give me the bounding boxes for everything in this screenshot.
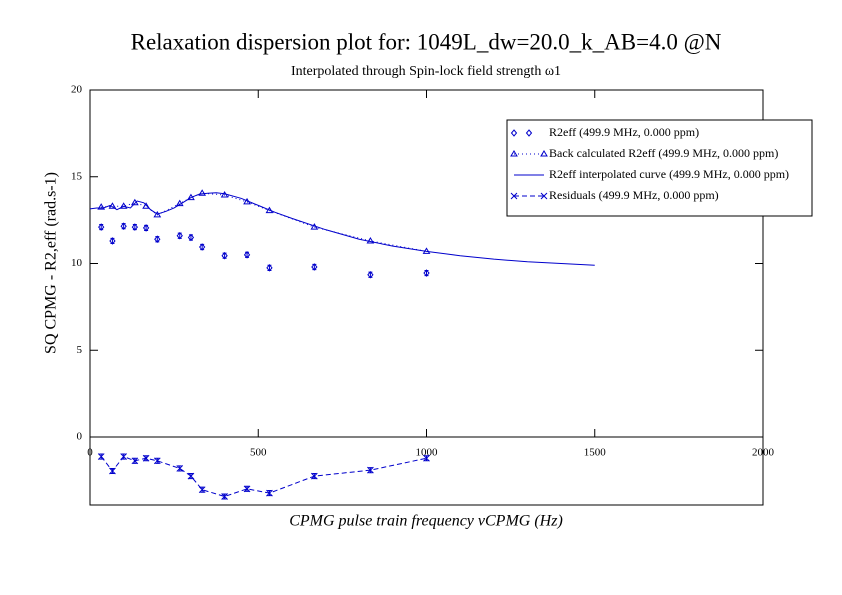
marker [97,453,105,460]
marker [131,457,139,465]
marker [266,489,273,497]
legend-label: Back calculated R2eff (499.9 MHz, 0.000 … [549,146,778,160]
marker [525,129,533,137]
marker [510,150,518,157]
marker [176,465,184,472]
y-axis-label: SQ CPMG - R2,eff (rad.s-1) [43,172,60,354]
marker [423,269,430,277]
chart-title: Relaxation dispersion plot for: 1049L_dw… [131,29,722,54]
series-line [100,455,427,498]
marker [423,454,430,462]
marker [119,202,128,209]
marker [142,454,150,462]
y-tick-label: 10 [71,257,83,269]
x-tick-label: 0 [87,447,93,459]
x-tick-label: 1500 [584,447,607,459]
y-tick-label: 20 [71,84,83,96]
marker [187,233,195,242]
marker [153,210,162,218]
series-line [89,192,595,266]
chart-subtitle: Interpolated through Spin-lock field str… [291,64,561,79]
marker [98,223,105,231]
y-tick-label: 0 [77,431,83,443]
marker [510,192,518,200]
marker [540,150,548,157]
x-axis-label: CPMG pulse train frequency νCPMG (Hz) [289,513,563,530]
marker [510,129,518,137]
y-tick-label: 5 [77,344,83,356]
marker [153,457,161,465]
marker [266,264,273,272]
marker [109,237,116,245]
marker [310,472,318,480]
marker [243,485,251,493]
marker [97,203,106,210]
legend-label: R2eff (499.9 MHz, 0.000 ppm) [549,125,699,139]
marker [120,453,128,460]
marker [367,270,374,279]
legend-label: R2eff interpolated curve (499.9 MHz, 0.0… [549,167,789,181]
marker [198,189,207,196]
marker [221,251,228,260]
marker [198,486,206,494]
x-tick-label: 500 [250,447,267,459]
marker [120,222,127,230]
x-tick-label: 1000 [416,447,439,459]
marker [199,243,206,251]
y-tick-label: 15 [71,170,83,182]
legend-label: Residuals (499.9 MHz, 0.000 ppm) [549,188,719,202]
marker [311,263,318,271]
marker [142,224,150,232]
marker [243,251,251,259]
x-tick-label: 2000 [752,447,775,459]
marker [187,472,195,480]
marker [367,466,374,474]
marker [176,231,183,240]
marker [142,202,150,209]
marker [366,236,375,244]
marker [109,467,116,475]
marker [540,192,548,200]
marker [131,223,139,231]
legend-box [506,119,813,217]
marker [154,235,161,243]
marker [221,493,228,500]
